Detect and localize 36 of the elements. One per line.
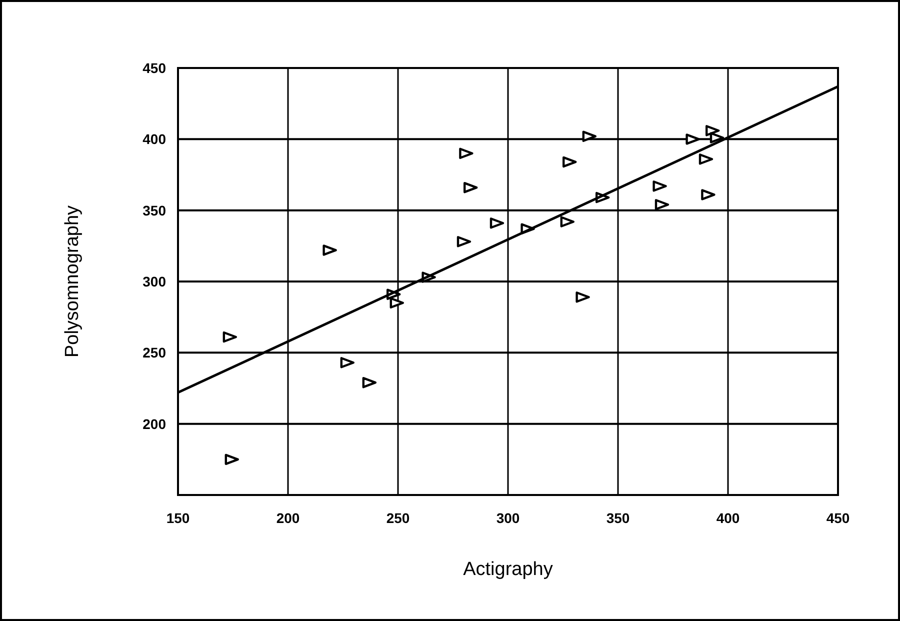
y-tick-label: 450 — [142, 60, 166, 76]
y-tick-label: 200 — [142, 416, 166, 432]
point — [706, 125, 720, 136]
point — [222, 331, 238, 343]
point — [576, 292, 590, 303]
point — [654, 199, 670, 210]
x-tick-label: 200 — [276, 510, 300, 526]
point — [459, 148, 474, 159]
y-tick-label: 300 — [142, 274, 166, 290]
point — [322, 244, 337, 256]
x-tick-label: 300 — [496, 510, 520, 526]
point — [582, 130, 596, 142]
point — [562, 156, 577, 168]
x-tick-label: 250 — [386, 510, 410, 526]
point — [560, 216, 574, 228]
point — [390, 297, 404, 308]
x-tick-label: 450 — [826, 510, 850, 526]
point — [340, 357, 354, 368]
point — [652, 180, 667, 192]
y-axis-title: Polysomnography — [62, 204, 83, 358]
x-tick-label: 350 — [606, 510, 630, 526]
point — [686, 134, 700, 145]
point — [362, 376, 376, 388]
x-tick-label: 400 — [716, 510, 740, 526]
point — [464, 182, 478, 194]
point — [456, 236, 472, 248]
point — [224, 454, 239, 466]
point — [701, 189, 716, 200]
point — [698, 153, 714, 165]
y-tick-label: 350 — [142, 202, 166, 218]
point — [490, 218, 504, 229]
point — [710, 132, 724, 144]
y-tick-label: 250 — [142, 344, 166, 361]
x-axis-title: Actigraphy — [463, 559, 554, 580]
y-tick-label: 400 — [142, 131, 166, 148]
x-tick-label: 150 — [166, 510, 190, 526]
